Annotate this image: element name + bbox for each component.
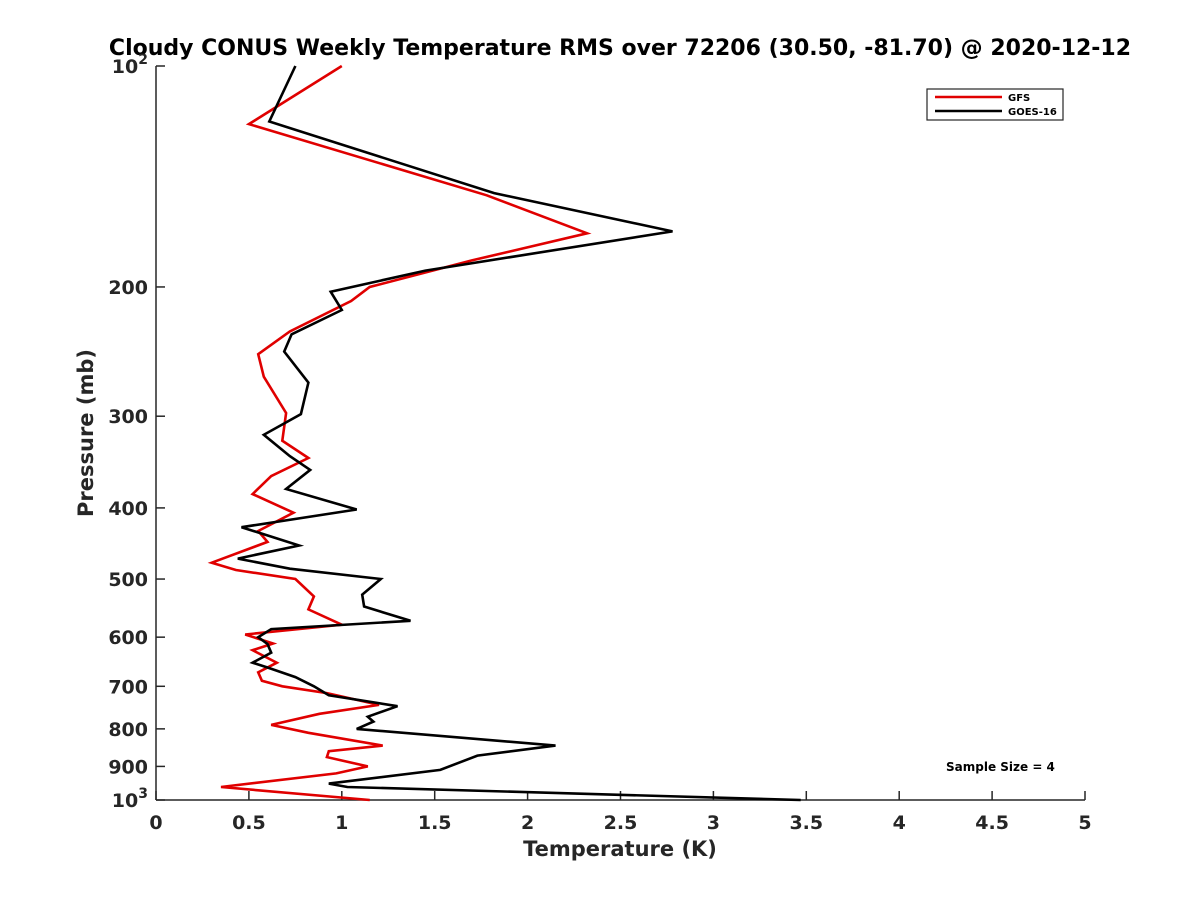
legend-label-goes16: GOES-16 xyxy=(1008,107,1057,118)
y-tick-label: 800 xyxy=(108,719,148,741)
legend-label-gfs: GFS xyxy=(1008,93,1030,104)
plot-area: 0 0.5 1 1.5 2 2.5 3 3.5 4 4.5 5 102200300400500600… xyxy=(108,52,1091,834)
y-tick-label: 300 xyxy=(108,406,148,428)
y-tick-label: 900 xyxy=(108,756,148,778)
x-tick-label: 1.5 xyxy=(418,812,452,834)
x-tick-label: 5 xyxy=(1078,812,1091,834)
y-tick-exponent: 2 xyxy=(138,52,148,68)
sample-size-annotation: Sample Size = 4 xyxy=(946,760,1055,774)
x-tick-label: 3.5 xyxy=(789,812,823,834)
y-tick-label: 500 xyxy=(108,569,148,591)
y-tick-base: 700 xyxy=(108,676,148,698)
x-tick-label: 0 xyxy=(149,812,162,834)
legend: GFS GOES-16 xyxy=(926,88,1064,121)
y-tick-base: 500 xyxy=(108,569,148,591)
legend-box xyxy=(926,88,1064,121)
x-tick-label: 4.5 xyxy=(975,812,1009,834)
x-tick-label: 2.5 xyxy=(604,812,638,834)
series-line-goes16 xyxy=(237,65,801,802)
y-tick-label: 103 xyxy=(112,786,148,812)
x-ticks: 0 0.5 1 1.5 2 2.5 3 3.5 4 4.5 5 xyxy=(149,791,1092,834)
y-tick-label: 400 xyxy=(108,498,148,520)
x-tick-label: 1 xyxy=(335,812,348,834)
x-tick-label: 2 xyxy=(521,812,534,834)
y-tick-exponent: 3 xyxy=(138,786,148,802)
y-tick-base: 300 xyxy=(108,406,148,428)
y-tick-base: 800 xyxy=(108,719,148,741)
y-tick-base: 900 xyxy=(108,756,148,778)
y-tick-base: 10 xyxy=(112,790,138,812)
y-tick-base: 400 xyxy=(108,498,148,520)
y-tick-label: 200 xyxy=(108,277,148,299)
x-tick-label: 3 xyxy=(707,812,720,834)
y-tick-base: 600 xyxy=(108,627,148,649)
y-tick-label: 600 xyxy=(108,627,148,649)
x-tick-label: 4 xyxy=(893,812,906,834)
y-tick-base: 200 xyxy=(108,277,148,299)
series-line-gfs xyxy=(207,64,592,802)
x-tick-label: 0.5 xyxy=(232,812,266,834)
y-tick-label: 102 xyxy=(112,52,148,78)
series-lines xyxy=(207,64,801,802)
y-axis-label: Pressure (mb) xyxy=(74,349,98,517)
chart-title: Cloudy CONUS Weekly Temperature RMS over… xyxy=(109,36,1131,61)
x-axis-label: Temperature (K) xyxy=(523,837,717,861)
y-tick-label: 700 xyxy=(108,676,148,698)
y-tick-base: 10 xyxy=(112,56,138,78)
